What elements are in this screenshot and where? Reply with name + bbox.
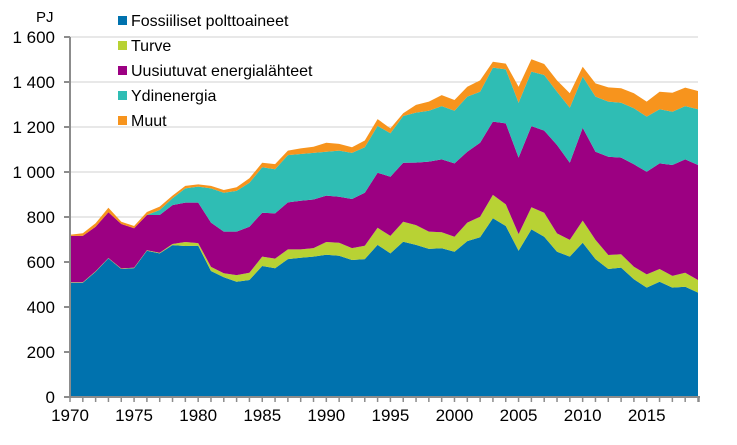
y-tick-label: 1 600 bbox=[12, 28, 55, 47]
y-tick-label: 0 bbox=[46, 388, 55, 407]
area-turve bbox=[70, 194, 698, 293]
legend-label: Uusiutuvat energialähteet bbox=[131, 63, 313, 80]
y-tick-label: 800 bbox=[27, 208, 55, 227]
legend-swatch bbox=[118, 16, 127, 25]
area-fossiiliset-polttoaineet bbox=[70, 218, 698, 397]
x-tick-label: 2010 bbox=[564, 406, 602, 425]
x-tick-label: 1980 bbox=[179, 406, 217, 425]
y-tick-label: 1 200 bbox=[12, 118, 55, 137]
y-tick-label: 1 400 bbox=[12, 73, 55, 92]
legend-label: Ydinenergia bbox=[131, 88, 217, 105]
y-tick-label: 200 bbox=[27, 343, 55, 362]
legend-label: Turve bbox=[131, 38, 171, 55]
legend-swatch bbox=[118, 91, 127, 100]
x-tick-label: 1990 bbox=[307, 406, 345, 425]
legend-item: Ydinenergia bbox=[118, 88, 217, 105]
legend-item: Uusiutuvat energialähteet bbox=[118, 63, 313, 80]
x-tick-label: 1985 bbox=[243, 406, 281, 425]
x-tick-label: 1995 bbox=[371, 406, 409, 425]
legend-swatch bbox=[118, 41, 127, 50]
legend-swatch bbox=[118, 66, 127, 75]
legend-label: Muut bbox=[131, 113, 167, 130]
y-axis-unit-label: PJ bbox=[36, 9, 54, 26]
legend: Fossiiliset polttoaineet Turve Uusiutuvat … bbox=[118, 13, 313, 130]
x-axis-ticks: 1970 1975 1980 1985 1990 1995 2000 2005 2010 2015 bbox=[51, 397, 700, 425]
y-tick-label: 600 bbox=[27, 253, 55, 272]
legend-item: Fossiiliset polttoaineet bbox=[118, 13, 289, 30]
x-tick-label: 1970 bbox=[51, 406, 89, 425]
x-tick-label: 1975 bbox=[115, 406, 153, 425]
area-series bbox=[70, 59, 698, 397]
x-tick-label: 2015 bbox=[628, 406, 666, 425]
x-tick-label: 2005 bbox=[500, 406, 538, 425]
legend-swatch bbox=[118, 116, 127, 125]
legend-item: Turve bbox=[118, 38, 171, 55]
area-uusiutuvat-energial-hteet bbox=[70, 121, 698, 283]
y-tick-label: 400 bbox=[27, 298, 55, 317]
legend-label: Fossiiliset polttoaineet bbox=[131, 13, 289, 30]
legend-item: Muut bbox=[118, 113, 167, 130]
x-tick-label: 2000 bbox=[436, 406, 474, 425]
area-muut bbox=[70, 59, 698, 236]
area-ydinenergia bbox=[70, 67, 698, 236]
y-tick-label: 1 000 bbox=[12, 163, 55, 182]
y-axis-ticks: 0 200 400 600 800 1 000 1 200 1 400 1 600 bbox=[12, 28, 70, 407]
